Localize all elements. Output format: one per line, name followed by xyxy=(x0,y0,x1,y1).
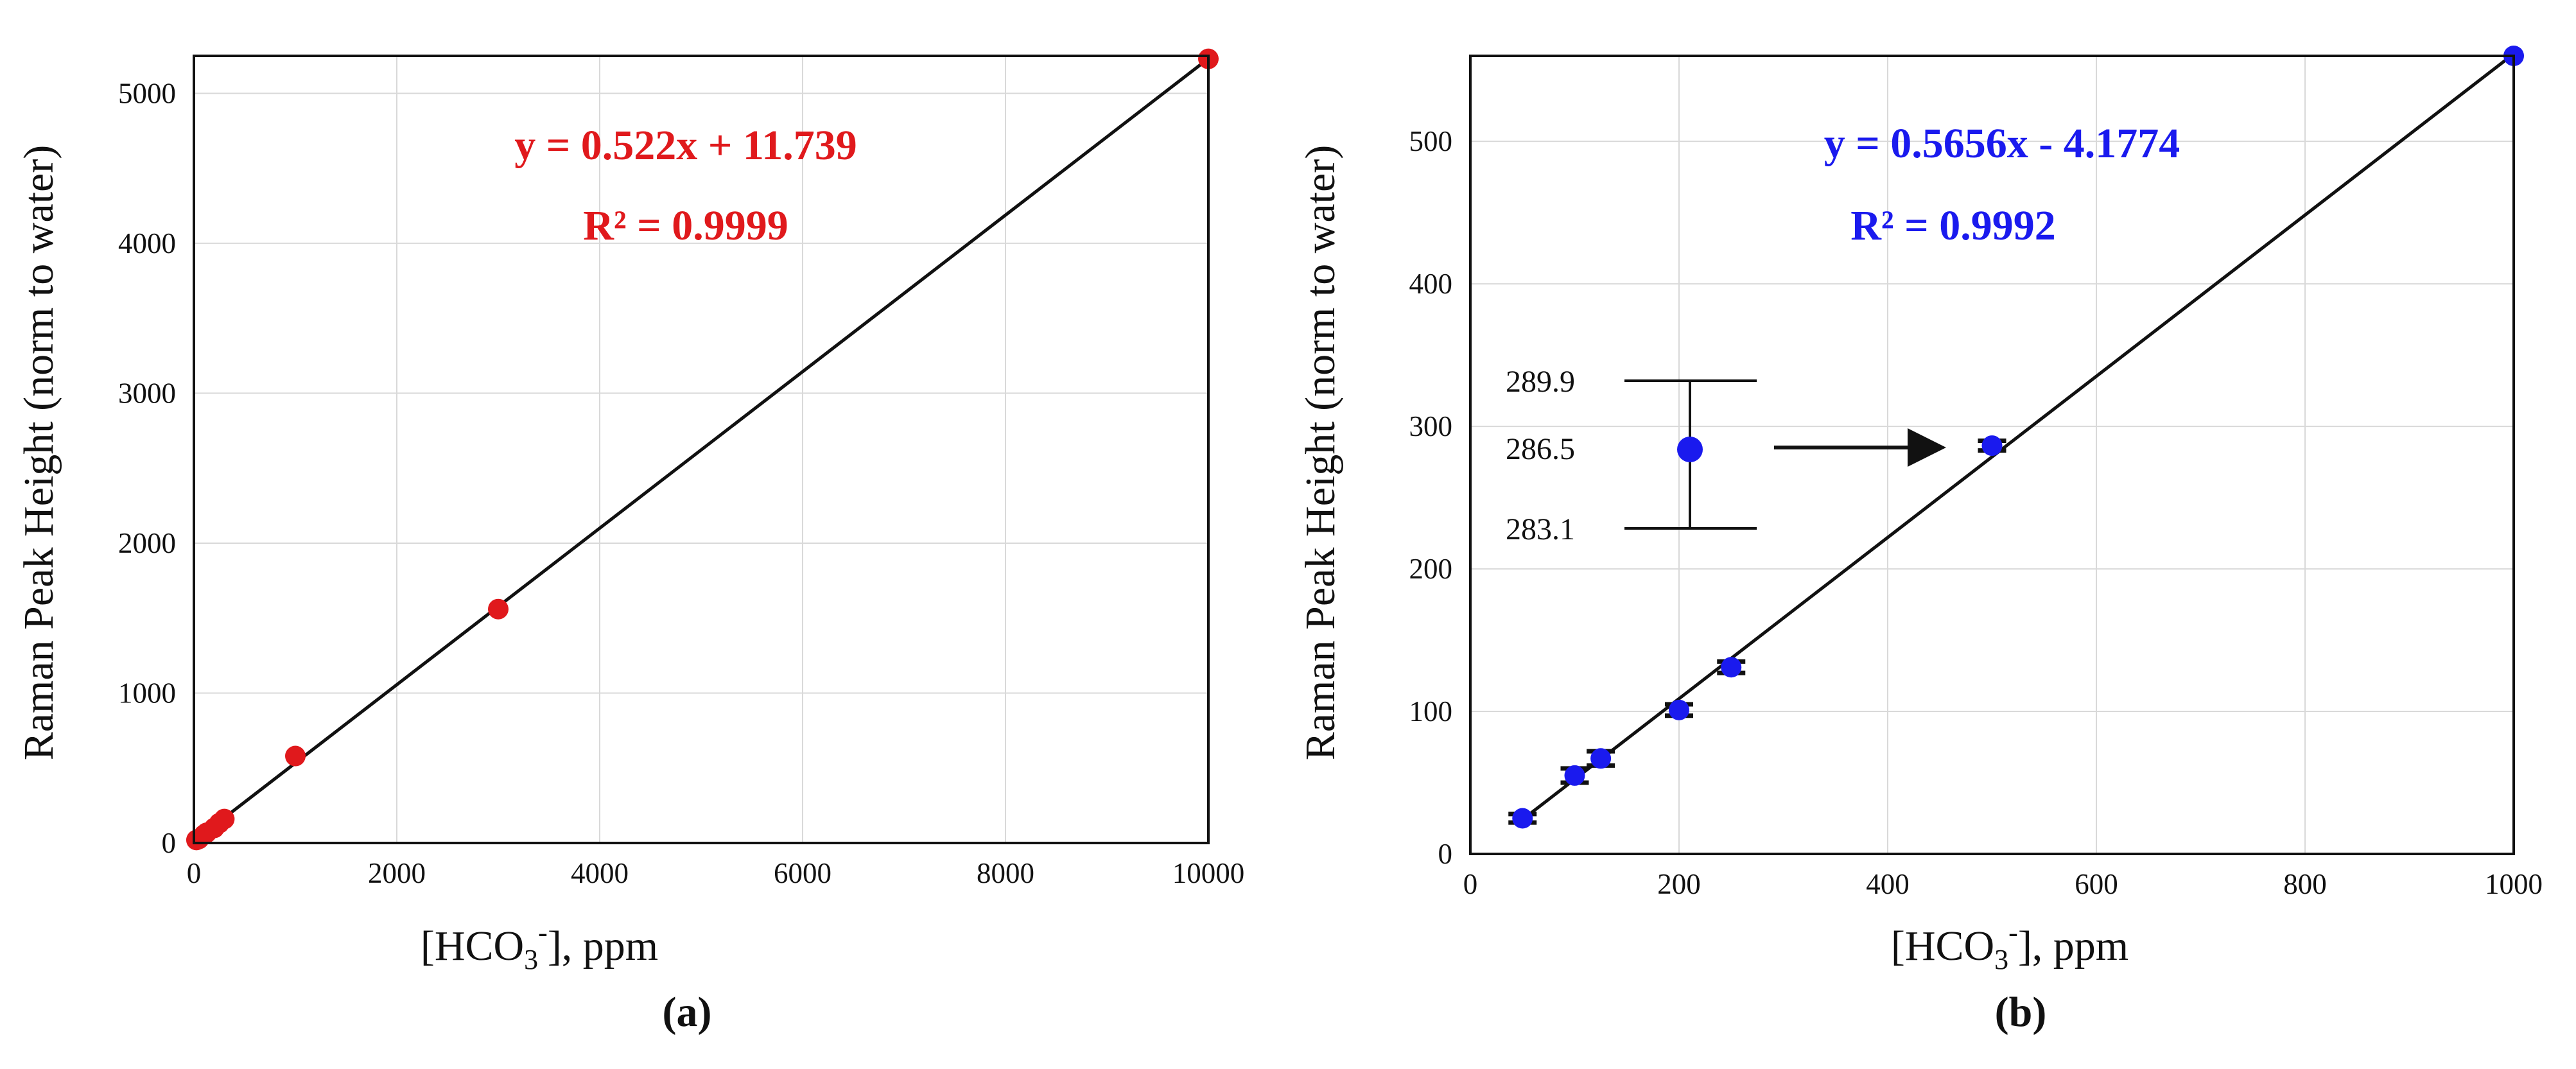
chart-b-x-tick-1: 200 xyxy=(1657,868,1701,900)
chart-a-point-8 xyxy=(488,598,509,620)
chart-b-error-bar-inset: 289.9 286.5 283.1 xyxy=(1506,365,1946,546)
chart-a-x-tick-4: 8000 xyxy=(977,857,1034,889)
chart-a-y-tick-1: 1000 xyxy=(118,677,176,709)
chart-a-points xyxy=(186,48,1219,851)
chart-b-x-axis-title: [HCO3-], ppm xyxy=(1891,917,2128,975)
chart-b-y-tick-1: 100 xyxy=(1409,695,1453,727)
chart-a-equation: y = 0.522x + 11.739 xyxy=(514,122,857,169)
chart-panel-a: 0 2000 4000 6000 8000 10000 0 1000 2000 3000 4000… xyxy=(15,48,1245,1036)
chart-b-x-tick-labels: 0 200 400 600 800 1000 xyxy=(1463,868,2543,900)
chart-a-x-tick-labels: 0 2000 4000 6000 8000 10000 xyxy=(187,857,1245,889)
chart-a-x-axis-title: [HCO3-], ppm xyxy=(421,917,658,975)
chart-b-x-tick-2: 400 xyxy=(1866,868,1910,900)
chart-a-y-axis-title: Raman Peak Height (norm to water) xyxy=(15,145,62,761)
chart-b-equation: y = 0.5656x - 4.1774 xyxy=(1824,120,2180,167)
chart-b-point-5 xyxy=(1981,435,2003,456)
chart-a-x-tick-5: 10000 xyxy=(1172,857,1245,889)
chart-b-point-2 xyxy=(1590,748,1612,769)
chart-a-y-tick-4: 4000 xyxy=(118,227,176,259)
chart-a-trendline xyxy=(195,57,1210,841)
chart-b-x-title-subscript: 3 xyxy=(1994,944,2008,975)
chart-a-point-7 xyxy=(285,745,306,767)
chart-a-x-title-subscript: 3 xyxy=(524,944,538,975)
chart-b-y-tick-2: 200 xyxy=(1409,553,1453,585)
chart-a-x-tick-0: 0 xyxy=(187,857,202,889)
chart-a-y-tick-3: 3000 xyxy=(118,377,176,409)
chart-b-r-squared: R² = 0.9992 xyxy=(1850,202,2056,249)
chart-b-x-tick-0: 0 xyxy=(1463,868,1478,900)
chart-panel-b: 0 200 400 600 800 1000 0 100 200 300 400 500 y = 0… xyxy=(1297,46,2543,1036)
chart-a-r-squared: R² = 0.9999 xyxy=(583,202,788,249)
chart-b-x-title-tail: ], ppm xyxy=(2018,923,2128,969)
chart-a-y-tick-labels: 0 1000 2000 3000 4000 5000 xyxy=(118,77,176,859)
chart-b-y-tick-5: 500 xyxy=(1409,125,1453,157)
chart-a-x-title-superscript: - xyxy=(538,917,548,948)
chart-b-y-tick-3: 300 xyxy=(1409,410,1453,442)
chart-a-x-title-tail: ], ppm xyxy=(548,923,658,969)
chart-a-x-title-base: [HCO xyxy=(421,923,524,969)
inset-upper-label: 289.9 xyxy=(1506,365,1575,399)
chart-a-x-tick-1: 2000 xyxy=(368,857,426,889)
chart-b-y-axis-title: Raman Peak Height (norm to water) xyxy=(1297,145,1344,761)
chart-a-plot-frame xyxy=(193,55,1210,844)
chart-b-y-tick-labels: 0 100 200 300 400 500 xyxy=(1409,125,1453,870)
inset-mean-point xyxy=(1677,437,1703,462)
chart-b-point-4 xyxy=(1721,657,1742,678)
chart-b-panel-label: (b) xyxy=(1995,989,2047,1036)
chart-b-point-0 xyxy=(1512,808,1533,829)
chart-a-panel-label: (a) xyxy=(663,989,712,1036)
inset-mean-label: 286.5 xyxy=(1506,432,1575,466)
chart-a-x-tick-2: 4000 xyxy=(571,857,629,889)
chart-b-trendline xyxy=(1521,52,2515,821)
chart-b-x-title-base: [HCO xyxy=(1891,923,1994,969)
chart-b-plot-frame xyxy=(1469,55,2515,855)
chart-b-point-1 xyxy=(1564,765,1585,786)
chart-a-y-tick-0: 0 xyxy=(162,827,177,859)
chart-a-point-6 xyxy=(214,808,235,830)
chart-a-y-tick-2: 2000 xyxy=(118,527,176,559)
chart-b-point-3 xyxy=(1669,699,1689,720)
chart-b-y-tick-4: 400 xyxy=(1409,268,1453,300)
chart-b-x-title-superscript: - xyxy=(2008,917,2018,948)
chart-b-y-tick-0: 0 xyxy=(1438,838,1453,870)
chart-b-error-bars xyxy=(1508,439,2006,825)
chart-b-x-tick-4: 800 xyxy=(2283,868,2327,900)
chart-b-x-tick-3: 600 xyxy=(2075,868,2118,900)
chart-b-x-tick-5: 1000 xyxy=(2485,868,2543,900)
chart-a-x-tick-3: 6000 xyxy=(774,857,831,889)
chart-a-y-tick-5: 5000 xyxy=(118,77,176,109)
inset-lower-label: 283.1 xyxy=(1506,512,1575,546)
